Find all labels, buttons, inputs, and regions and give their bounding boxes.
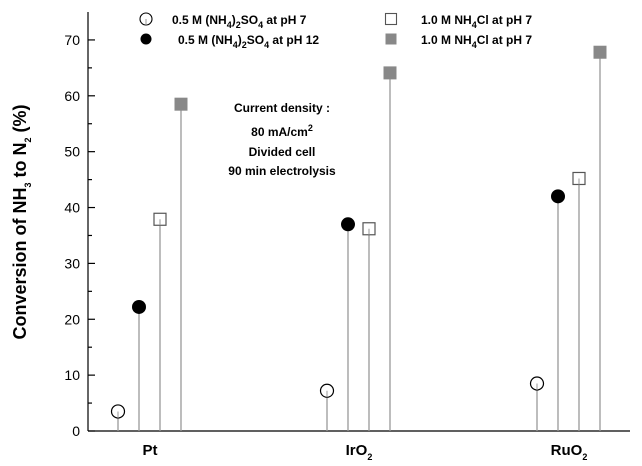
annotation-superscript: 2 (308, 123, 313, 133)
y-axis-label-part: (%) (10, 104, 30, 137)
annotation-text: 80 mA/cm (251, 125, 308, 139)
y-tick-label: 20 (64, 311, 80, 327)
legend-text-part: at pH 7 (263, 13, 307, 27)
category-subscript: 2 (582, 452, 587, 462)
category-label: Pt (143, 442, 158, 459)
stems (118, 52, 600, 431)
y-tick-label: 60 (64, 88, 80, 104)
marker-filled-circle (132, 300, 146, 314)
category-label: RuO2 (551, 442, 588, 462)
category-name: Pt (143, 442, 158, 459)
y-tick-label: 0 (72, 423, 80, 439)
legend-text-part: Cl at pH 7 (477, 13, 533, 27)
y-tick-label: 70 (64, 32, 80, 48)
legend-text-part: 0.5 M (NH (172, 13, 227, 27)
annotation-line2: 80 mA/cm2 (251, 123, 313, 139)
category-label: IrO2 (346, 442, 373, 462)
y-tick-label: 40 (64, 200, 80, 216)
legend-marker-open-square (386, 14, 397, 25)
legend-text-part: at pH 12 (269, 33, 319, 47)
legend-text-part: 0.5 M (NH (178, 33, 233, 47)
category-name: IrO (346, 442, 368, 459)
annotation-line3: Divided cell (249, 145, 316, 159)
legend-text-part: SO (241, 13, 258, 27)
legend-marker-filled-square (386, 34, 397, 45)
legend-marker-filled-circle (141, 34, 152, 45)
marker-filled-square (175, 98, 188, 111)
y-axis-label-part: Conversion of NH (10, 188, 30, 340)
markers (112, 46, 607, 418)
axes (88, 12, 630, 431)
y-ticks: 0 10 20 30 40 50 60 70 (64, 32, 95, 439)
category-labels: Pt IrO2 RuO2 (143, 442, 588, 462)
annotation-line1: Current density : (234, 101, 330, 115)
y-tick-label: 30 (64, 255, 80, 271)
marker-filled-circle (551, 189, 565, 203)
y-tick-label: 10 (64, 367, 80, 383)
legend-label: 1.0 M NH4Cl at pH 7 (421, 33, 532, 50)
marker-filled-square (594, 46, 607, 59)
category-name: RuO (551, 442, 583, 459)
legend-label: 1.0 M NH4Cl at pH 7 (421, 13, 532, 30)
annotation: Current density : 80 mA/cm2 Divided cell 90… (228, 101, 336, 178)
category-subscript: 2 (367, 452, 372, 462)
legend-label: 0.5 M (NH4)2SO4 at pH 7 (172, 13, 307, 30)
annotation-line4: 90 min electrolysis (228, 164, 336, 178)
y-axis-label: Conversion of NH3 to N2 (%) (10, 104, 33, 339)
y-tick-label: 50 (64, 144, 80, 160)
legend: 0.5 M (NH4)2SO4 at pH 7 0.5 M (NH4)2SO4 a… (140, 13, 532, 50)
legend-label: 0.5 M (NH4)2SO4 at pH 12 (178, 33, 319, 50)
legend-text-part: 1.0 M NH (421, 33, 472, 47)
legend-text-part: SO (247, 33, 264, 47)
marker-filled-circle (341, 217, 355, 231)
legend-text-part: Cl at pH 7 (477, 33, 533, 47)
legend-text-part: 1.0 M NH (421, 13, 472, 27)
y-axis-label-part: to N (10, 142, 30, 182)
y-axis-label-group: Conversion of NH3 to N2 (%) (10, 104, 33, 339)
marker-filled-square (384, 66, 397, 79)
